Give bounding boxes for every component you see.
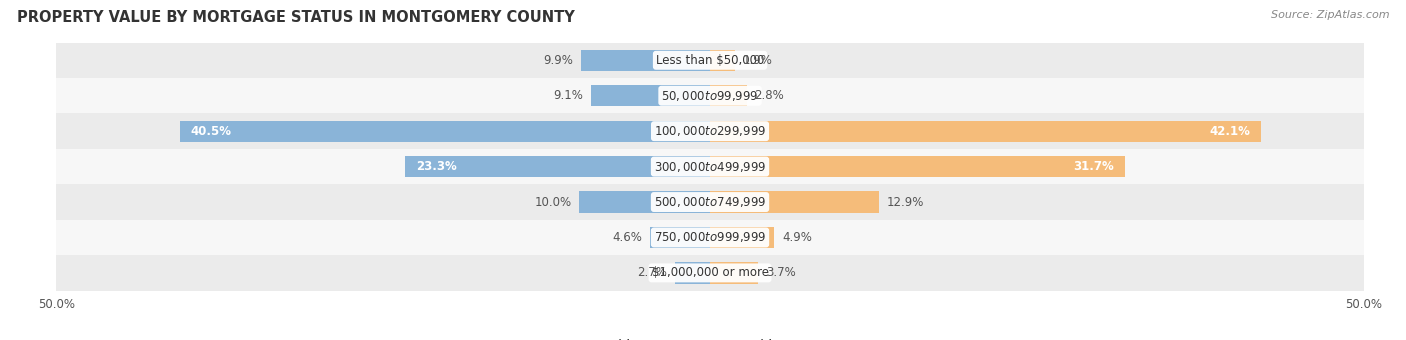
Text: 10.0%: 10.0% (534, 195, 571, 208)
Text: 9.9%: 9.9% (543, 54, 572, 67)
Text: $300,000 to $499,999: $300,000 to $499,999 (654, 159, 766, 174)
Text: 23.3%: 23.3% (416, 160, 457, 173)
Bar (710, 121, 1261, 142)
Text: 4.9%: 4.9% (782, 231, 811, 244)
Bar (650, 227, 710, 248)
Text: 31.7%: 31.7% (1073, 160, 1114, 173)
Text: PROPERTY VALUE BY MORTGAGE STATUS IN MONTGOMERY COUNTY: PROPERTY VALUE BY MORTGAGE STATUS IN MON… (17, 10, 575, 25)
Bar (0, 42, 1406, 78)
Text: 1.9%: 1.9% (742, 54, 772, 67)
Text: 2.7%: 2.7% (637, 267, 666, 279)
Text: 40.5%: 40.5% (191, 125, 232, 138)
Bar (0, 184, 1406, 220)
Bar (710, 85, 747, 106)
Bar (710, 227, 775, 248)
Text: 42.1%: 42.1% (1209, 125, 1250, 138)
Bar (579, 191, 710, 212)
Text: $1,000,000 or more: $1,000,000 or more (651, 267, 769, 279)
Bar (710, 50, 735, 71)
Bar (180, 121, 710, 142)
Text: $500,000 to $749,999: $500,000 to $749,999 (654, 195, 766, 209)
Bar (0, 255, 1406, 291)
Bar (591, 85, 710, 106)
Legend: Without Mortgage, With Mortgage: Without Mortgage, With Mortgage (579, 335, 841, 340)
Text: $100,000 to $299,999: $100,000 to $299,999 (654, 124, 766, 138)
Bar (710, 191, 879, 212)
Bar (710, 262, 758, 284)
Bar (0, 220, 1406, 255)
Bar (0, 78, 1406, 114)
Text: 9.1%: 9.1% (554, 89, 583, 102)
Text: 12.9%: 12.9% (887, 195, 924, 208)
Bar (710, 156, 1125, 177)
Bar (675, 262, 710, 284)
Text: Less than $50,000: Less than $50,000 (655, 54, 765, 67)
Text: $50,000 to $99,999: $50,000 to $99,999 (661, 89, 759, 103)
Text: 4.6%: 4.6% (612, 231, 643, 244)
Text: 2.8%: 2.8% (755, 89, 785, 102)
Bar (0, 149, 1406, 184)
Bar (581, 50, 710, 71)
Text: $750,000 to $999,999: $750,000 to $999,999 (654, 231, 766, 244)
Bar (0, 114, 1406, 149)
Text: Source: ZipAtlas.com: Source: ZipAtlas.com (1271, 10, 1389, 20)
Text: 3.7%: 3.7% (766, 267, 796, 279)
Bar (405, 156, 710, 177)
